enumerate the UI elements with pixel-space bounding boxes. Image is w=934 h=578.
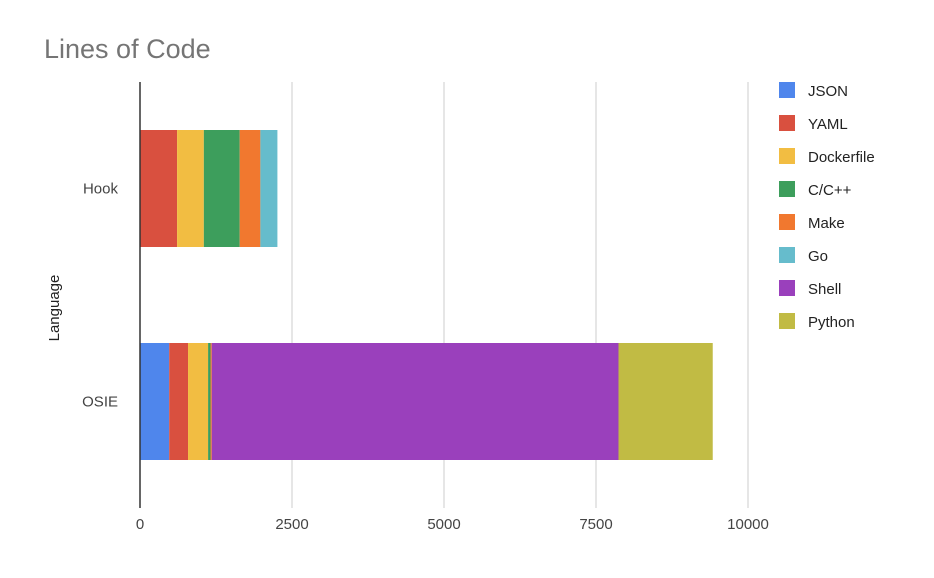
bars — [140, 130, 713, 460]
legend-swatch-dockerfile — [779, 148, 795, 164]
legend-swatch-json — [779, 82, 795, 98]
legend-label-yaml: YAML — [808, 116, 848, 133]
legend-label-python: Python — [808, 314, 855, 331]
legend-swatch-c-c- — [779, 181, 795, 197]
bar-segment-c-c--osie — [208, 343, 211, 460]
bar-segment-shell-osie — [211, 343, 619, 460]
x-tick-label: 7500 — [579, 516, 612, 533]
legend-swatch-shell — [779, 280, 795, 296]
bar-segment-yaml-osie — [169, 343, 189, 460]
legend-label-go: Go — [808, 248, 828, 265]
legend-swatch-python — [779, 313, 795, 329]
legend-swatch-go — [779, 247, 795, 263]
x-tick-label: 2500 — [275, 516, 308, 533]
legend: JSON YAML Dockerfile C/C++ Make Go Shell Python — [779, 82, 875, 331]
bar-segment-json-osie — [140, 343, 170, 460]
legend-swatch-yaml — [779, 115, 795, 131]
x-tick-label: 5000 — [427, 516, 460, 533]
bar-segment-yaml-hook — [140, 130, 178, 247]
bar-segment-dockerfile-hook — [177, 130, 204, 247]
legend-label-make: Make — [808, 215, 845, 232]
y-axis-label: Language — [46, 275, 63, 342]
x-tick-label: 0 — [136, 516, 144, 533]
legend-label-shell: Shell — [808, 281, 841, 298]
bar-segment-go-hook — [260, 130, 278, 247]
legend-label-json: JSON — [808, 83, 848, 100]
tick-labels: 0 2500 5000 7500 10000 Hook OSIE — [82, 181, 769, 534]
legend-swatch-make — [779, 214, 795, 230]
bar-segment-make-osie — [210, 343, 212, 460]
legend-label-c-c-: C/C++ — [808, 182, 852, 199]
bar-segment-c-c--hook — [203, 130, 240, 247]
y-category-label: OSIE — [82, 394, 118, 411]
legend-label-dockerfile: Dockerfile — [808, 149, 875, 166]
bar-segment-python-osie — [618, 343, 713, 460]
y-category-label: Hook — [83, 181, 119, 198]
bar-segment-make-hook — [239, 130, 261, 247]
x-tick-label: 10000 — [727, 516, 769, 533]
bar-segment-dockerfile-osie — [188, 343, 209, 460]
chart-title: Lines of Code — [44, 34, 211, 64]
